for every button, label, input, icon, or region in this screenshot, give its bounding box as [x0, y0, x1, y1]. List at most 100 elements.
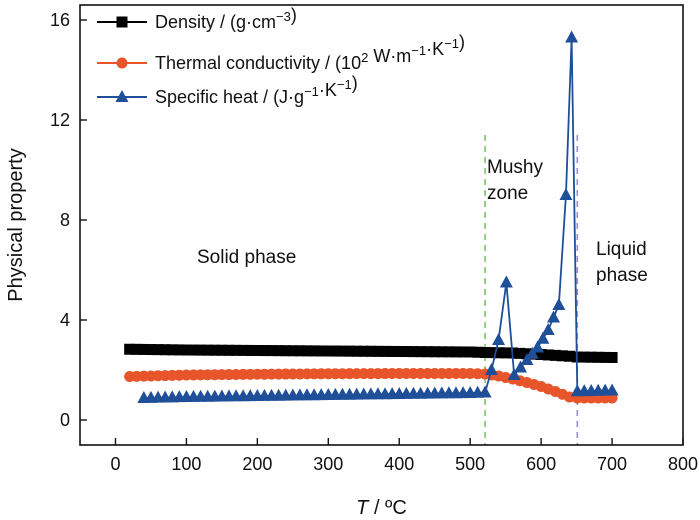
legend-label-part: −1: [444, 36, 459, 51]
data-point: [329, 345, 341, 357]
data-point: [400, 346, 412, 358]
axis-ticks: 0 100 200 300 400 500 600 700 800 0 4 8 12 16: [50, 10, 698, 474]
data-point: [479, 347, 491, 358]
data-point: [365, 345, 377, 357]
data-point: [559, 188, 573, 200]
data-point: [116, 57, 128, 69]
legend-label-part: Density / (g·cm: [155, 12, 276, 32]
legend-label-part: −3: [276, 9, 291, 24]
legend-label-part: W·m: [368, 46, 411, 66]
data-point: [605, 383, 619, 396]
data-point: [138, 343, 150, 355]
plot-frame: [79, 4, 684, 446]
data-point: [379, 345, 391, 357]
data-point: [450, 346, 462, 358]
y-tick-label: 0: [60, 410, 70, 430]
data-point: [531, 340, 545, 353]
data-point: [131, 343, 143, 355]
data-point: [492, 333, 506, 345]
data-point: [536, 331, 550, 344]
data-point: [258, 345, 270, 357]
data-point: [209, 344, 221, 356]
data-point: [606, 352, 618, 363]
data-point: [464, 346, 476, 358]
data-point: [372, 345, 384, 357]
data-point: [244, 344, 256, 356]
data-point: [145, 344, 157, 356]
data-point: [514, 360, 528, 373]
legend-label-part: ): [291, 5, 297, 25]
x-axis-label: T / ºC: [356, 497, 407, 519]
data-point: [116, 16, 128, 28]
data-point: [115, 90, 129, 102]
legend: Density / (g·cm−3)Thermal conductivity /…: [97, 5, 465, 107]
legend-label-part: ): [352, 73, 358, 93]
data-point: [565, 30, 579, 43]
data-point: [393, 346, 405, 357]
x-tick-label: 500: [455, 454, 485, 474]
data-point: [315, 345, 327, 357]
y-tick-label: 8: [60, 210, 70, 230]
data-point: [301, 345, 313, 357]
data-point: [422, 346, 434, 358]
data-point: [166, 344, 178, 356]
legend-label: Thermal conductivity / (102 W·m−1·K−1): [155, 32, 465, 73]
data-point: [514, 347, 526, 359]
annotation-solid-phase: Solid phase: [197, 247, 296, 268]
data-point: [230, 344, 242, 356]
annotation-mushy-zone-line1: Mushy: [487, 157, 543, 178]
data-point: [542, 349, 554, 361]
x-tick-label: 100: [171, 454, 201, 474]
data-point: [520, 353, 534, 365]
series-density: [124, 343, 618, 363]
data-point: [180, 344, 192, 356]
legend-label-part: ·K: [319, 80, 337, 100]
y-tick-label: 4: [60, 310, 70, 330]
x-tick-label: 600: [526, 454, 556, 474]
data-point: [287, 345, 299, 357]
x-tick-label: 700: [597, 454, 627, 474]
data-point: [578, 351, 590, 363]
data-point: [585, 351, 597, 363]
legend-label-part: ·K: [426, 39, 444, 59]
legend-label: Density / (g·cm−3): [155, 5, 297, 32]
legend-label-part: −1: [411, 43, 426, 58]
x-axis-label-symbol: T: [356, 497, 370, 519]
x-tick-label: 300: [313, 454, 343, 474]
data-point: [599, 351, 611, 363]
data-point: [592, 351, 604, 363]
legend-label-part: Specific heat / (J·g: [155, 87, 304, 107]
x-tick-label: 0: [110, 454, 120, 474]
data-point: [525, 346, 539, 359]
data-point: [547, 310, 561, 323]
data-point: [280, 345, 292, 357]
legend-label-part: 2: [361, 50, 368, 65]
series-group: [124, 30, 619, 404]
annotation-mushy-zone-line2: zone: [487, 183, 528, 204]
data-point: [563, 350, 575, 362]
data-point: [173, 344, 185, 356]
x-tick-label: 800: [668, 454, 698, 474]
data-point: [535, 349, 547, 360]
legend-label: Specific heat / (J·g−1·K−1): [155, 73, 358, 107]
data-point: [429, 346, 441, 358]
legend-label-part: −1: [304, 84, 319, 99]
annotation-liquid-phase-line2: phase: [596, 265, 648, 286]
data-point: [216, 344, 228, 356]
data-point: [499, 275, 513, 288]
data-point: [415, 346, 427, 358]
data-point: [159, 344, 171, 356]
legend-label-part: −1: [337, 77, 352, 92]
data-point: [436, 346, 448, 358]
data-point: [195, 344, 207, 356]
data-point: [549, 349, 561, 361]
data-point: [493, 347, 505, 359]
data-point: [443, 346, 455, 358]
data-point: [308, 345, 320, 357]
data-point: [407, 346, 419, 358]
data-point: [500, 347, 512, 359]
data-point: [237, 344, 249, 356]
x-axis-label-unit: / ºC: [368, 497, 406, 519]
